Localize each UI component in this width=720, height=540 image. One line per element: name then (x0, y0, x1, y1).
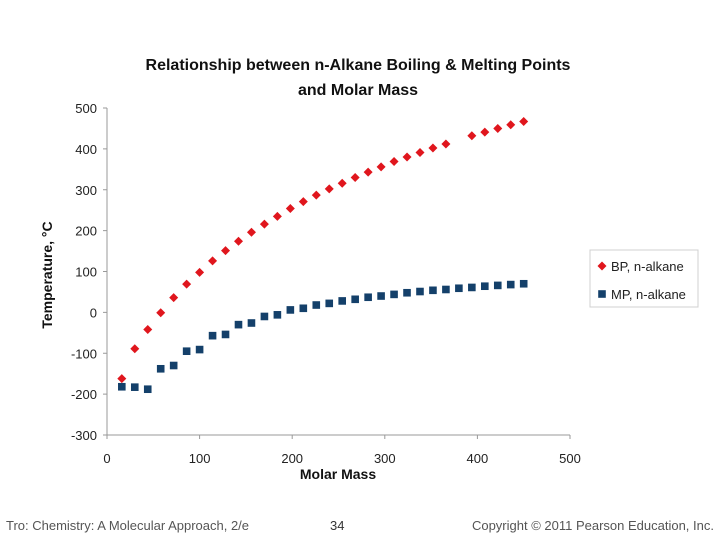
mp-data-point (429, 286, 437, 295)
mp-data-point (481, 282, 489, 291)
chart-title-line-1: Relationship between n-Alkane Boiling & … (146, 57, 571, 74)
bp-data-point (480, 127, 490, 137)
bp-data-point (337, 178, 347, 188)
mp-data-point (156, 364, 165, 373)
legend-box (589, 249, 699, 308)
y-axis-label: Temperature, °C (39, 221, 55, 328)
mp-data-point (325, 299, 334, 308)
footer-page-number: 34 (330, 518, 345, 533)
y-tick-label: 0 (90, 305, 97, 320)
y-tick-label: 500 (75, 101, 97, 116)
bp-data-point (350, 172, 360, 182)
x-tick-label: 200 (281, 451, 303, 466)
bp-data-point (428, 143, 438, 153)
mp-data-point (118, 382, 126, 391)
bp-data-point (493, 123, 503, 133)
mp-data-point (208, 331, 217, 340)
mp-data-point (442, 285, 450, 294)
mp-legend-marker (598, 290, 606, 298)
bp-data-point (363, 167, 373, 177)
mp-data-point (182, 347, 191, 356)
bp-data-point (402, 152, 412, 162)
bp-data-point (182, 279, 192, 289)
x-tick-label: 500 (559, 451, 581, 466)
mp-data-point (493, 281, 502, 290)
y-tick-label: 200 (75, 224, 97, 239)
bp-data-point (117, 374, 127, 384)
mp-data-point (390, 290, 398, 299)
mp-data-point (130, 383, 139, 391)
x-axis-label: Molar Mass (300, 466, 376, 482)
mp-data-point (416, 287, 424, 296)
bp-data-point (467, 131, 477, 141)
y-tick-label: -100 (71, 346, 97, 361)
y-tick-label: -300 (71, 428, 97, 443)
bp-data-point (415, 148, 425, 158)
mp-data-point (169, 361, 178, 370)
bp-data-point (221, 246, 231, 256)
bp-data-point (506, 120, 516, 130)
bp-data-point (143, 325, 153, 335)
scatter-chart: Relationship between n-Alkane Boiling & … (39, 57, 699, 482)
y-tick-label: 400 (75, 142, 97, 157)
bp-data-point (298, 197, 308, 207)
bp-data-point (259, 219, 269, 229)
mp-data-point (247, 319, 256, 327)
mp-data-point (260, 312, 269, 321)
bp-data-point (389, 157, 399, 167)
mp-data-point (468, 283, 476, 292)
bp-data-point (246, 227, 256, 237)
bp-data-point (441, 139, 451, 149)
bp-legend-marker (597, 261, 607, 271)
bp-data-point (519, 116, 529, 126)
mp-data-point (338, 297, 347, 305)
legend: BP, n-alkane MP, n-alkane (589, 249, 699, 308)
mp-data-point (364, 293, 372, 302)
bp-data-point (156, 308, 166, 318)
x-tick-label: 100 (189, 451, 211, 466)
footer-source: Tro: Chemistry: A Molecular Approach, 2/… (6, 518, 250, 533)
mp-data-point (143, 385, 152, 394)
bp-data-point (195, 267, 205, 277)
bp-data-point (233, 236, 243, 246)
x-tick-label: 0 (103, 451, 110, 466)
bp-data-point (376, 162, 386, 172)
mp-data-point (286, 306, 295, 314)
mp-data-point (455, 284, 463, 293)
mp-data-point (273, 311, 282, 319)
y-tick-label: 300 (75, 183, 97, 198)
bp-data-point (169, 293, 179, 303)
mp-data-point (506, 280, 515, 289)
bp-data-point (130, 344, 140, 354)
bp-legend-label: BP, n-alkane (611, 259, 684, 274)
bp-data-point (285, 204, 295, 214)
bp-data-point (324, 184, 334, 194)
mp-legend-label: MP, n-alkane (611, 287, 686, 302)
bp-data-point (208, 256, 218, 266)
mp-data-point (377, 292, 385, 300)
mp-data-point (403, 288, 411, 297)
footer-copyright: Copyright © 2011 Pearson Education, Inc. (471, 518, 714, 533)
x-tick-label: 400 (467, 451, 489, 466)
chart-title-line-2: and Molar Mass (298, 82, 418, 99)
x-tick-label: 300 (374, 451, 396, 466)
mp-data-point (221, 330, 230, 339)
mp-data-point (312, 301, 321, 309)
y-tick-label: 100 (75, 265, 97, 280)
bp-data-point (311, 190, 321, 200)
mp-data-point (299, 304, 308, 313)
mp-data-point (234, 320, 243, 329)
mp-data-point (519, 279, 528, 288)
bp-data-point (272, 211, 282, 221)
y-tick-label: -200 (71, 387, 97, 402)
mp-data-point (195, 345, 204, 354)
mp-data-point (351, 295, 359, 304)
